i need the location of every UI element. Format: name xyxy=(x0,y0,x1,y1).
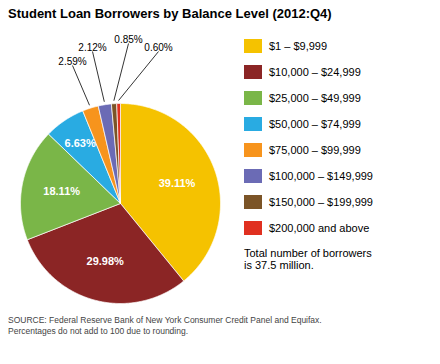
html-text:$10,000 – $24,999: $10,000 – $24,999 xyxy=(269,66,361,78)
html-text:$100,000 – $149,999: $100,000 – $149,999 xyxy=(269,170,373,182)
html-text:$75,000 – $99,999: $75,000 – $99,999 xyxy=(269,144,361,156)
svg-text:29.98%: 29.98% xyxy=(87,255,125,267)
html-text:$1 – $9,999: $1 – $9,999 xyxy=(269,40,328,52)
html-text:Total number of borrowers is 3: Total number of borrowers is 37.5 millio… xyxy=(244,247,372,271)
svg-text:2.12%: 2.12% xyxy=(78,42,106,53)
html-text:$25,000 – $49,999: $25,000 – $49,999 xyxy=(269,92,361,104)
html-text:$150,000 – $199,999: $150,000 – $199,999 xyxy=(269,196,373,208)
svg-text:39.11%: 39.11% xyxy=(159,177,196,189)
html-text:$200,000 and above: $200,000 and above xyxy=(269,222,370,234)
svg-text:2.59%: 2.59% xyxy=(58,56,86,67)
svg-text:18.11%: 18.11% xyxy=(43,185,80,197)
html-text:$50,000 – $74,999: $50,000 – $74,999 xyxy=(269,118,361,130)
html-text:Student Loan Borrowers by Bala: Student Loan Borrowers by Balance Level … xyxy=(8,6,332,21)
html-text:SOURCE: Federal Reserve Bank o: SOURCE: Federal Reserve Bank of New York… xyxy=(8,315,322,336)
svg-text:6.63%: 6.63% xyxy=(65,137,96,149)
svg-text:0.85%: 0.85% xyxy=(114,34,142,45)
svg-text:0.60%: 0.60% xyxy=(144,42,172,53)
